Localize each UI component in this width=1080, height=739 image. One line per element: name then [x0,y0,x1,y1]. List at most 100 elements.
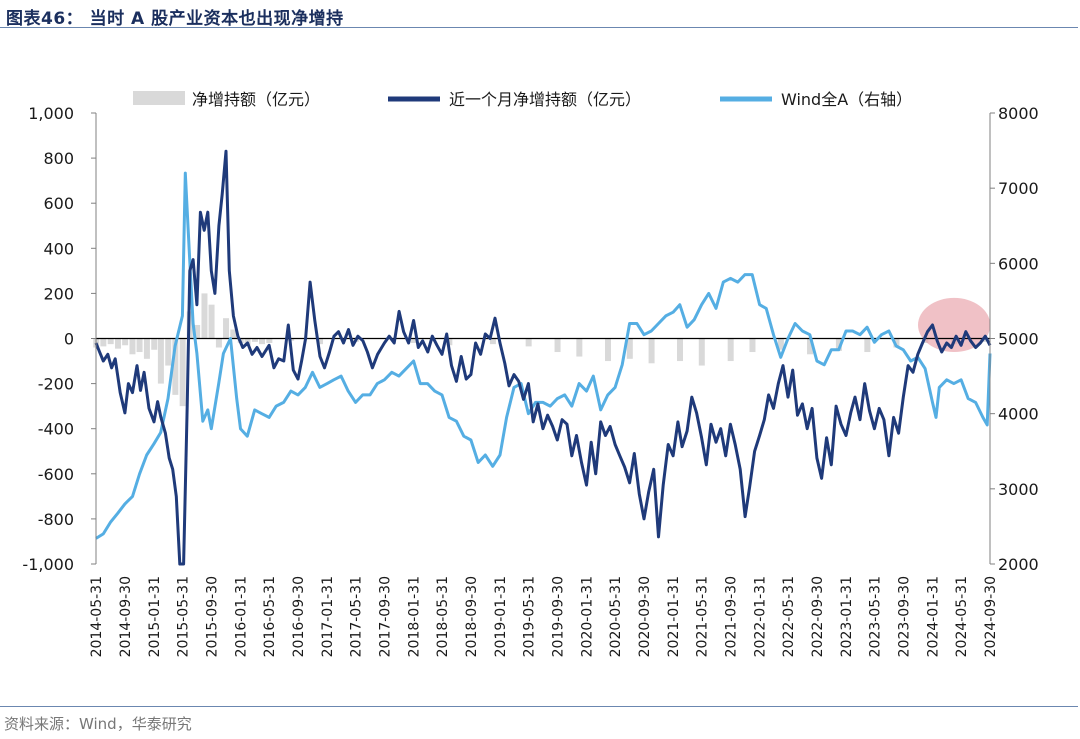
bar-net-increase-32 [554,338,561,353]
bar-net-increase-24 [266,338,273,344]
legend-label-wind: Wind全A（右轴） [781,90,912,109]
bar-net-increase-40 [749,338,756,353]
x-tick-label: 2017-09-30 [377,576,393,657]
bar-net-increase-26 [317,338,324,345]
x-tick-label: 2019-01-31 [493,576,509,657]
y-left-tick-label: 800 [43,149,74,168]
bar-net-increase-4 [122,338,129,346]
bar-net-increase-19 [230,329,237,339]
x-tick-label: 2017-05-31 [349,576,365,657]
bar-net-increase-34 [605,338,612,362]
x-tick-label: 2016-01-31 [234,576,250,657]
bar-net-increase-12 [179,338,186,407]
series-lines [94,149,992,566]
bar-net-increase-6 [136,338,143,353]
x-tick-label: 2024-09-30 [983,576,999,657]
x-tick-label: 2018-05-31 [435,576,451,657]
legend-label-monthly: 近一个月净增持额（亿元） [449,90,641,109]
y-left-tick-label: 1,000 [28,104,74,123]
y-left-tick-label: 200 [43,284,74,303]
bar-net-increase-16 [208,304,215,339]
y-right-tick-label: 7000 [998,179,1039,198]
x-tick-label: 2016-05-31 [262,576,278,657]
bar-net-increase-37 [677,338,684,362]
bar-net-increase-1 [100,338,107,347]
y-left-tick-label: -400 [38,420,74,439]
bar-net-increase-23 [259,338,266,345]
bar-net-increase-41 [777,338,784,350]
line-monthly-net-increase [94,149,992,566]
figure-title: 图表46： 当时 A 股产业资本也出现净增持 [6,9,344,29]
footer-divider [0,706,1078,707]
bar-net-increase-35 [626,338,633,359]
x-tick-label: 2021-01-31 [666,576,682,657]
bar-net-increase-30 [489,338,496,345]
x-tick-label: 2024-01-31 [926,576,942,657]
x-tick-label: 2018-09-30 [464,576,480,657]
x-tick-label: 2017-01-31 [320,576,336,657]
x-tick-label: 2015-09-30 [204,576,220,657]
y-left-tick-label: -800 [38,510,74,529]
y-right-tick-label: 4000 [998,405,1039,424]
x-tick-label: 2023-09-30 [896,576,912,657]
bar-net-increase-39 [727,338,734,362]
x-tick-label: 2020-09-30 [637,576,653,657]
bar-net-increase-28 [410,338,417,344]
title-divider [0,27,1078,28]
bars-net-increase [93,293,987,407]
line-wind-all-a [95,171,992,540]
bar-net-increase-43 [835,338,842,351]
x-tick-label: 2016-09-30 [291,576,307,657]
bar-net-increase-31 [525,338,532,347]
bar-net-increase-2 [107,338,114,345]
axes: -1,000 -800 -600 -400 -200 0 200 400 600 800 1,000… [22,104,1038,657]
bar-net-increase-5 [129,338,136,355]
x-tick-label: 2019-05-31 [521,576,537,657]
y-right-tick-label: 8000 [998,104,1039,123]
x-tick-label: 2015-05-31 [175,576,191,657]
x-tick-label: 2015-01-31 [147,576,163,657]
y-left-tick-label: 600 [43,194,74,213]
x-tick-label: 2022-09-30 [810,576,826,657]
y-left-tick-label: -200 [38,375,74,394]
x-tick-label: 2023-01-31 [839,576,855,657]
bar-net-increase-36 [648,338,655,364]
x-tick-label: 2021-09-30 [723,576,739,657]
x-tick-label: 2022-01-31 [753,576,769,657]
legend-swatch-bars [133,91,185,105]
x-tick-label: 2023-05-31 [867,576,883,657]
bar-net-increase-22 [251,338,258,342]
y-right-tick-label: 3000 [998,480,1039,499]
x-tick-label: 2014-09-30 [118,576,134,657]
x-tick-label: 2020-01-31 [580,576,596,657]
bar-net-increase-7 [143,338,150,359]
bar-net-increase-18 [223,318,230,339]
figure-header: 图表46： 当时 A 股产业资本也出现净增持 [6,4,1076,29]
bar-net-increase-10 [165,338,172,366]
bar-net-increase-45 [893,338,900,348]
legend: 净增持额（亿元） 近一个月净增持额（亿元） Wind全A（右轴） [133,90,912,109]
x-tick-label: 2018-01-31 [407,576,423,657]
x-tick-label: 2020-05-31 [608,576,624,657]
bar-net-increase-42 [807,338,814,355]
y-right-tick-label: 6000 [998,254,1039,273]
bar-net-increase-3 [115,338,122,349]
y-left-tick-label: -1,000 [22,555,74,574]
bar-net-increase-38 [698,338,705,366]
source-note: 资料来源：Wind，华泰研究 [4,715,192,733]
y-right-tick-label: 2000 [998,555,1039,574]
y-left-tick-label: -600 [38,465,74,484]
bar-net-increase-8 [151,338,158,350]
y-left-tick-label: 400 [43,239,74,258]
bar-net-increase-33 [576,338,583,357]
x-tick-label: 2022-05-31 [781,576,797,657]
x-tick-label: 2021-05-31 [695,576,711,657]
y-right-tick-label: 5000 [998,330,1039,349]
bar-net-increase-44 [864,338,871,353]
bar-net-increase-11 [172,338,179,395]
bar-net-increase-15 [201,293,208,339]
x-tick-label: 2014-05-31 [89,576,105,657]
y-left-tick-label: 0 [64,330,74,349]
chart-area: -1,000 -800 -600 -400 -200 0 200 400 600 800 1,000… [22,90,1038,657]
bar-net-increase-14 [194,324,201,339]
